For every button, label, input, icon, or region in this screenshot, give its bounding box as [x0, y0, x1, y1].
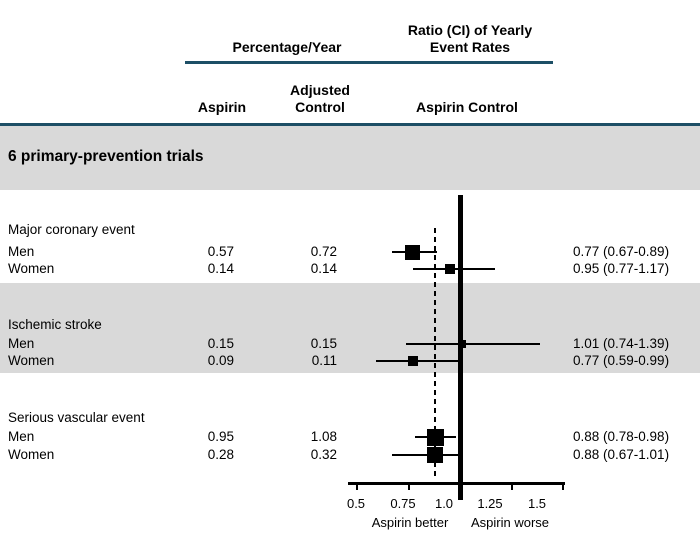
- row-label: Women: [8, 353, 55, 368]
- column-header-aspirin: Aspirin: [197, 99, 247, 115]
- row-label: Men: [8, 336, 35, 351]
- column-header-aspirin-control: Aspirin Control: [416, 99, 518, 115]
- ratio-ci-value: 0.88 (0.78-0.98): [573, 429, 670, 444]
- point-estimate-marker: [407, 356, 418, 366]
- ratio-ci-value: 0.95 (0.77-1.17): [573, 261, 670, 276]
- x-axis-tick: [407, 482, 410, 490]
- column-header-adjusted-line2: Control: [295, 99, 345, 115]
- row-label: Men: [8, 429, 35, 444]
- ratio-ci-value: 0.77 (0.59-0.99): [573, 353, 670, 368]
- section-top-rule: [0, 123, 700, 126]
- x-axis-line: [348, 482, 565, 485]
- aspirin-value: 0.09: [207, 353, 234, 368]
- ci-whisker: [392, 454, 463, 456]
- ratio-ci-value: 0.77 (0.67-0.89): [573, 244, 670, 259]
- section-title: 6 primary-prevention trials: [8, 148, 204, 165]
- aspirin-value: 0.95: [207, 429, 234, 444]
- x-axis-tick: [459, 482, 461, 490]
- header-underline: [185, 61, 553, 64]
- column-group-ratio-line1: Ratio (CI) of Yearly: [407, 22, 533, 38]
- aspirin-value: 0.57: [207, 244, 234, 259]
- x-axis-tick-label: 1.5: [527, 496, 547, 511]
- aspirin-value: 0.14: [207, 261, 234, 276]
- row-label: Men: [8, 244, 35, 259]
- group-label: Serious vascular event: [8, 410, 145, 425]
- control-value: 0.15: [310, 336, 337, 351]
- shaded-row-band: [0, 283, 700, 373]
- point-estimate-marker: [444, 264, 455, 274]
- column-header-adjusted-line1: Adjusted: [290, 82, 350, 98]
- x-axis-tick-label: 1.0: [434, 496, 454, 511]
- column-group-ratio-line2: Event Rates: [429, 39, 511, 55]
- x-axis-tick-label: 1.25: [477, 496, 503, 511]
- aspirin-value: 0.28: [207, 447, 234, 462]
- point-estimate-marker: [458, 340, 467, 348]
- row-label: Women: [8, 261, 55, 276]
- control-value: 0.32: [310, 447, 337, 462]
- row-label: Women: [8, 447, 55, 462]
- point-estimate-marker: [427, 447, 444, 463]
- control-value: 1.08: [310, 429, 337, 444]
- group-label: Ischemic stroke: [8, 317, 102, 332]
- column-group-percentage-year: Percentage/Year: [232, 39, 342, 55]
- section-header-band: [0, 126, 700, 190]
- control-value: 0.72: [310, 244, 337, 259]
- aspirin-value: 0.15: [207, 336, 234, 351]
- control-value: 0.14: [310, 261, 337, 276]
- x-axis-tick-label: 0.75: [390, 496, 416, 511]
- control-value: 0.11: [311, 353, 337, 368]
- x-axis-tick: [562, 482, 564, 490]
- overall-estimate-dashed-line: [434, 228, 437, 478]
- x-axis-tick: [356, 482, 358, 490]
- ratio-ci-value: 1.01 (0.74-1.39): [573, 336, 670, 351]
- point-estimate-marker: [405, 244, 421, 260]
- axis-label-aspirin-worse: Aspirin worse: [470, 515, 550, 530]
- axis-label-aspirin-better: Aspirin better: [371, 515, 449, 530]
- point-estimate-marker: [426, 428, 444, 446]
- ci-whisker: [406, 343, 541, 345]
- x-axis-tick-label: 0.5: [346, 496, 366, 511]
- x-axis-tick: [510, 482, 513, 490]
- group-label: Major coronary event: [8, 222, 135, 237]
- ratio-ci-value: 0.88 (0.67-1.01): [573, 447, 670, 462]
